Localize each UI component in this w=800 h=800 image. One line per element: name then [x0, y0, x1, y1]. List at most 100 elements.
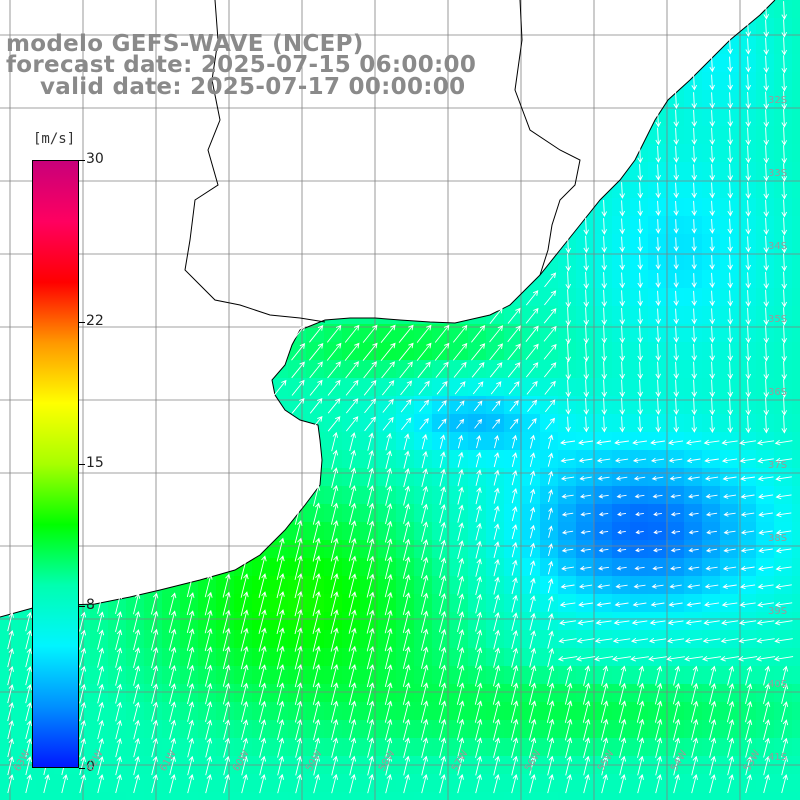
- speed-cell: [666, 684, 685, 703]
- wind-arrow: [400, 399, 412, 413]
- wind-arrow: [79, 611, 87, 632]
- speed-cell: [702, 216, 721, 235]
- speed-cell: [774, 306, 793, 325]
- wind-arrow: [583, 289, 590, 308]
- speed-cell: [738, 252, 757, 271]
- speed-cell: [612, 594, 631, 613]
- wind-arrow: [294, 502, 303, 525]
- speed-cell: [72, 774, 91, 793]
- wind-arrow: [709, 255, 715, 270]
- wind-arrow: [774, 619, 793, 626]
- wind-arrow: [7, 684, 14, 704]
- wind-arrow: [438, 628, 447, 651]
- wind-arrow: [367, 449, 374, 470]
- wind-arrow: [187, 701, 195, 722]
- wind-arrow: [471, 324, 486, 343]
- wind-arrow: [313, 755, 321, 776]
- wind-arrow: [511, 541, 518, 558]
- speed-cell: [450, 630, 469, 649]
- wind-arrow: [385, 773, 392, 794]
- speed-cell: [198, 648, 217, 667]
- wind-arrow: [348, 555, 357, 580]
- wind-arrow: [781, 343, 788, 362]
- speed-cell: [720, 90, 739, 109]
- wind-arrow: [330, 682, 339, 706]
- speed-cell: [252, 648, 271, 667]
- speed-cell: [360, 450, 379, 469]
- wind-arrow: [637, 397, 644, 416]
- wind-arrow: [720, 655, 740, 662]
- speed-cell: [504, 522, 523, 541]
- wind-arrow: [650, 601, 665, 607]
- wind-arrow: [727, 182, 734, 199]
- wind-arrow: [276, 609, 285, 635]
- speed-cell: [324, 774, 343, 793]
- speed-cell: [396, 540, 415, 559]
- speed-cell: [342, 630, 361, 649]
- speed-cell: [684, 486, 703, 505]
- speed-cell: [378, 558, 397, 577]
- wind-arrow: [691, 200, 697, 217]
- wind-arrow: [758, 493, 774, 500]
- speed-cell: [306, 666, 325, 685]
- speed-cell: [468, 522, 487, 541]
- wind-arrow: [240, 573, 249, 598]
- speed-cell: [576, 396, 595, 415]
- speed-cell: [792, 576, 800, 595]
- speed-cell: [774, 576, 793, 595]
- speed-cell: [126, 720, 145, 739]
- wind-arrow: [721, 601, 738, 608]
- wind-arrow: [670, 565, 681, 571]
- speed-cell: [576, 738, 595, 757]
- speed-cell: [738, 450, 757, 469]
- speed-cell: [0, 774, 19, 793]
- speed-cell: [756, 522, 775, 541]
- wind-arrow: [600, 700, 609, 723]
- wind-arrow: [673, 755, 681, 776]
- wind-arrow: [457, 540, 464, 560]
- wind-arrow: [457, 755, 465, 776]
- speed-cell: [594, 414, 613, 433]
- speed-cell: [648, 162, 667, 181]
- wind-arrow: [560, 475, 575, 481]
- wind-arrow: [474, 700, 483, 723]
- speed-cell: [648, 270, 667, 289]
- speed-cell: [540, 504, 559, 523]
- speed-cell: [702, 630, 721, 649]
- speed-cell: [486, 414, 505, 433]
- speed-cell: [648, 666, 667, 685]
- wind-arrow: [673, 361, 680, 380]
- wind-arrow: [636, 700, 645, 723]
- wind-arrow: [384, 538, 393, 561]
- speed-cell: [792, 612, 800, 631]
- wind-arrow: [763, 379, 770, 398]
- speed-cell: [630, 414, 649, 433]
- speed-cell: [792, 432, 800, 451]
- speed-cell: [180, 792, 199, 800]
- wind-arrow: [168, 610, 177, 633]
- wind-arrow: [763, 217, 770, 236]
- speed-cell: [342, 684, 361, 703]
- wind-arrow: [739, 457, 756, 464]
- speed-cell: [684, 252, 703, 271]
- wind-arrow: [309, 324, 324, 343]
- speed-cell: [144, 702, 163, 721]
- wind-arrow: [601, 665, 609, 686]
- speed-cell: [378, 396, 397, 415]
- wind-arrow: [583, 379, 590, 398]
- wind-arrow: [709, 272, 715, 289]
- speed-cell: [90, 612, 109, 631]
- speed-cell: [630, 180, 649, 199]
- wind-arrow: [630, 655, 649, 662]
- speed-cell: [324, 648, 343, 667]
- speed-cell: [630, 234, 649, 253]
- wind-arrow: [454, 381, 466, 395]
- speed-cell: [0, 648, 19, 667]
- wind-arrow: [475, 558, 482, 577]
- speed-cell: [666, 252, 685, 271]
- wind-arrow: [668, 601, 683, 608]
- wind-arrow: [362, 324, 378, 343]
- speed-cell: [612, 396, 631, 415]
- speed-cell: [216, 576, 235, 595]
- wind-arrow: [421, 521, 429, 542]
